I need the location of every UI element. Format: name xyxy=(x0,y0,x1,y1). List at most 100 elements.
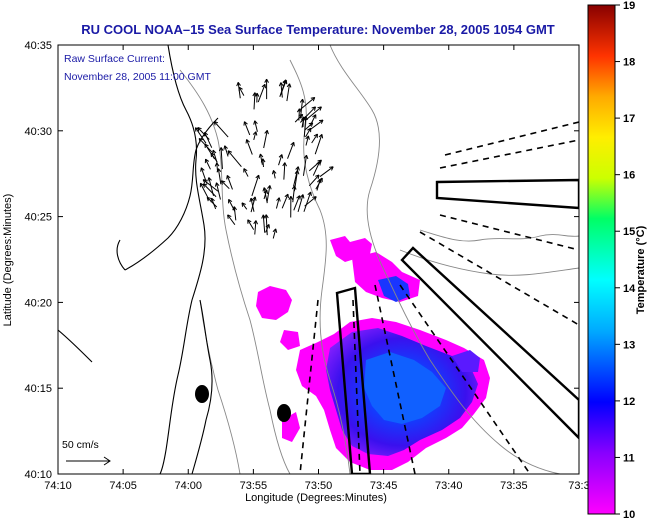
colorbar-tick-label: 12 xyxy=(623,396,635,408)
current-vector xyxy=(302,154,309,176)
current-vector xyxy=(200,167,208,184)
x-tick-label: 73:55 xyxy=(240,480,268,492)
current-vector xyxy=(282,162,288,180)
radar-sector-southeast xyxy=(400,246,579,440)
current-vector xyxy=(254,92,260,103)
sst-patch-west xyxy=(256,286,292,320)
current-vector xyxy=(279,79,287,97)
sst-patch-central-core xyxy=(364,352,446,424)
colorbar-tick-label: 14 xyxy=(623,283,636,295)
colorbar-tick-label: 17 xyxy=(623,113,635,125)
y-tick-label: 40:25 xyxy=(24,212,52,224)
current-vector xyxy=(275,197,281,209)
current-vector xyxy=(272,228,278,239)
station-marker-west xyxy=(195,385,209,403)
current-vector xyxy=(297,194,305,212)
sst-patch-east-arm xyxy=(452,350,480,372)
current-vector xyxy=(304,122,314,131)
current-vector xyxy=(250,196,257,213)
plot-background xyxy=(58,45,579,474)
coverage-dashed-lines xyxy=(299,121,579,474)
current-vector xyxy=(214,182,221,200)
colorbar: 19 18 17 16 15 14 13 12 11 10 Temperature (°C) xyxy=(587,0,647,519)
current-vector xyxy=(218,147,224,170)
current-vector xyxy=(249,197,255,212)
scale-arrow xyxy=(66,456,111,466)
current-vector xyxy=(263,130,269,149)
colorbar-tick-label: 15 xyxy=(623,226,635,238)
current-vector xyxy=(308,119,324,131)
y-tick-label: 40:35 xyxy=(24,40,52,52)
current-vector xyxy=(286,83,292,102)
current-vector xyxy=(305,106,322,121)
x-axis: 74:10 74:05 74:00 73:55 73:50 73:45 73:40 73:35… xyxy=(44,45,590,492)
current-vector xyxy=(251,174,260,197)
current-vector xyxy=(253,120,258,132)
current-vector xyxy=(258,153,264,165)
current-vector xyxy=(213,121,229,138)
colorbar-tick-label: 10 xyxy=(623,509,635,519)
current-vector xyxy=(199,182,210,201)
colorbar-label: Temperature (°C) xyxy=(635,225,647,314)
colorbar-tick-label: 16 xyxy=(623,170,635,182)
current-vector xyxy=(238,86,245,96)
colorbar-tick-label: 19 xyxy=(623,0,635,12)
current-vector xyxy=(293,195,301,211)
current-vector xyxy=(293,166,300,187)
y-tick-label: 40:10 xyxy=(24,469,52,481)
colorbar-tick-label: 11 xyxy=(623,452,635,464)
current-vector xyxy=(294,113,304,123)
current-vector xyxy=(319,166,334,177)
sst-patch-northeast xyxy=(330,236,372,262)
x-tick-label: 74:10 xyxy=(44,480,72,492)
current-vector xyxy=(252,131,258,141)
colorbar-gradient xyxy=(587,4,616,515)
colorbar-ticks: 19 18 17 16 15 14 13 12 11 10 xyxy=(615,0,636,519)
y-tick-label: 40:20 xyxy=(24,297,52,309)
current-vector xyxy=(271,170,277,179)
colorbar-tick-label: 18 xyxy=(623,57,635,69)
annotation-line-2: November 28, 2005 11:00 GMT xyxy=(64,71,211,83)
current-vector xyxy=(243,168,249,177)
radar-sector-east xyxy=(435,178,579,210)
sst-patch-cold-spot xyxy=(378,276,410,302)
colorbar-tick-label: 13 xyxy=(623,339,635,351)
current-vector xyxy=(288,196,294,218)
x-tick-label: 73:40 xyxy=(435,480,463,492)
current-vectors xyxy=(194,78,334,239)
radar-sector-south xyxy=(335,286,372,474)
sst-patch-small-west xyxy=(280,330,300,350)
current-vector xyxy=(232,206,237,221)
current-vector xyxy=(216,168,222,185)
current-vector xyxy=(301,116,306,128)
annotation-line-1: Raw Surface Current: xyxy=(64,53,165,65)
current-vector xyxy=(227,150,242,168)
plot-area: Raw Surface Current: November 28, 2005 1… xyxy=(57,44,580,475)
current-vector xyxy=(303,191,312,212)
current-vector xyxy=(304,196,317,207)
y-axis: 40:35 40:30 40:25 40:20 40:15 40:10 xyxy=(24,40,579,481)
current-vector xyxy=(253,220,258,235)
current-vector xyxy=(278,82,284,98)
x-tick-label: 74:05 xyxy=(109,480,137,492)
current-vector xyxy=(207,177,214,197)
current-vector xyxy=(226,175,233,190)
current-vector xyxy=(211,149,218,163)
current-vector xyxy=(264,214,269,236)
current-vector xyxy=(278,154,284,166)
x-tick-label: 73:3 xyxy=(568,480,589,492)
current-vector xyxy=(227,214,236,225)
current-vector xyxy=(314,133,324,155)
current-vector xyxy=(247,219,255,230)
current-vector xyxy=(228,198,236,212)
current-vector xyxy=(299,106,317,123)
y-tick-label: 40:15 xyxy=(24,383,52,395)
current-vector xyxy=(202,183,217,198)
y-axis-label: Latitude (Degrees:Minutes) xyxy=(2,194,14,327)
current-vector xyxy=(305,135,310,146)
current-vector xyxy=(204,143,215,160)
current-vector xyxy=(308,159,322,172)
current-vector xyxy=(266,185,272,203)
current-vector xyxy=(245,139,253,155)
